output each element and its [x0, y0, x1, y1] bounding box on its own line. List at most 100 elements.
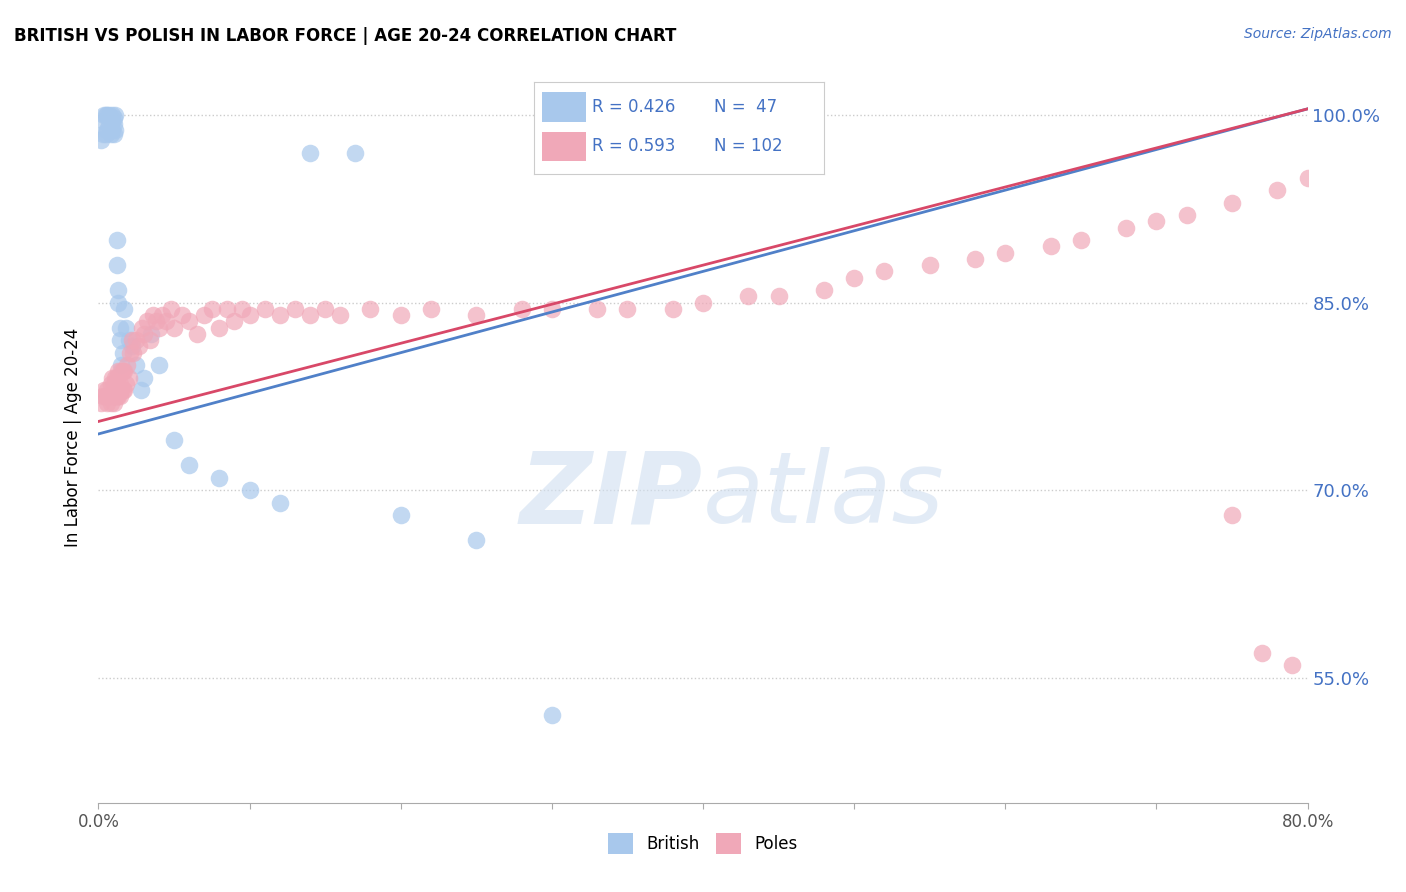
Point	[813, 283, 835, 297]
Point	[90, 395, 112, 409]
Point	[314, 301, 336, 316]
Point	[465, 533, 488, 548]
Point	[125, 333, 148, 347]
Point	[118, 333, 141, 347]
Point	[105, 258, 128, 272]
Point	[329, 308, 352, 322]
Point	[186, 326, 208, 341]
Point	[93, 383, 115, 397]
Point	[299, 308, 322, 322]
Point	[179, 458, 201, 473]
Point	[110, 383, 132, 397]
Point	[103, 395, 125, 409]
Point	[1281, 658, 1303, 673]
Point	[91, 389, 114, 403]
Point	[103, 117, 125, 131]
Point	[110, 364, 132, 378]
Point	[93, 114, 115, 128]
Point	[103, 111, 125, 125]
Point	[107, 389, 129, 403]
Point	[284, 301, 307, 316]
Point	[918, 258, 941, 272]
Point	[100, 111, 122, 125]
Point	[98, 108, 121, 122]
Point	[163, 434, 186, 448]
Point	[104, 370, 127, 384]
Point	[115, 358, 138, 372]
Point	[145, 314, 167, 328]
Point	[107, 295, 129, 310]
Point	[114, 376, 136, 391]
Point	[465, 308, 488, 322]
Point	[122, 345, 145, 359]
Point	[661, 301, 683, 316]
Point	[163, 320, 186, 334]
Text: ZIP: ZIP	[520, 447, 703, 544]
Point	[128, 339, 150, 353]
Point	[1070, 233, 1092, 247]
Point	[269, 308, 291, 322]
Point	[540, 301, 562, 316]
Point	[94, 127, 117, 141]
Point	[107, 283, 129, 297]
Point	[108, 320, 131, 334]
Point	[120, 345, 142, 359]
Point	[1296, 170, 1319, 185]
Point	[1251, 646, 1274, 660]
Point	[1220, 508, 1243, 523]
Text: atlas: atlas	[703, 447, 945, 544]
Point	[844, 270, 866, 285]
Point	[170, 308, 193, 322]
Point	[101, 123, 124, 137]
Point	[100, 127, 122, 141]
Point	[125, 358, 148, 372]
Point	[208, 471, 231, 485]
Point	[107, 364, 129, 378]
Point	[141, 326, 163, 341]
Point	[1144, 214, 1167, 228]
Text: Source: ZipAtlas.com: Source: ZipAtlas.com	[1244, 27, 1392, 41]
Point	[90, 133, 112, 147]
Point	[91, 127, 114, 141]
Point	[96, 383, 118, 397]
Point	[112, 364, 135, 378]
Point	[1175, 208, 1198, 222]
Point	[98, 118, 121, 132]
Point	[420, 301, 443, 316]
Point	[98, 389, 121, 403]
Point	[873, 264, 896, 278]
Point	[540, 708, 562, 723]
Point	[586, 301, 609, 316]
Point	[96, 123, 118, 137]
Point	[510, 301, 533, 316]
Point	[201, 301, 224, 316]
Point	[101, 389, 124, 403]
Point	[737, 289, 759, 303]
Point	[101, 370, 124, 384]
Point	[239, 308, 262, 322]
Point	[96, 108, 118, 122]
Point	[96, 395, 118, 409]
Point	[108, 333, 131, 347]
Point	[768, 289, 790, 303]
Point	[110, 358, 132, 372]
Point	[148, 320, 170, 334]
Point	[94, 108, 117, 122]
Point	[1267, 183, 1289, 197]
Point	[239, 483, 262, 498]
Point	[132, 326, 155, 341]
Point	[1312, 633, 1334, 648]
Point	[103, 127, 125, 141]
Point	[135, 314, 157, 328]
Point	[389, 308, 412, 322]
Point	[105, 233, 128, 247]
Point	[104, 123, 127, 137]
Point	[160, 301, 183, 316]
Point	[389, 508, 412, 523]
Point	[344, 145, 367, 160]
Point	[1357, 145, 1379, 160]
Text: BRITISH VS POLISH IN LABOR FORCE | AGE 20-24 CORRELATION CHART: BRITISH VS POLISH IN LABOR FORCE | AGE 2…	[14, 27, 676, 45]
Point	[104, 389, 127, 403]
Point	[114, 320, 136, 334]
Point	[150, 308, 173, 322]
